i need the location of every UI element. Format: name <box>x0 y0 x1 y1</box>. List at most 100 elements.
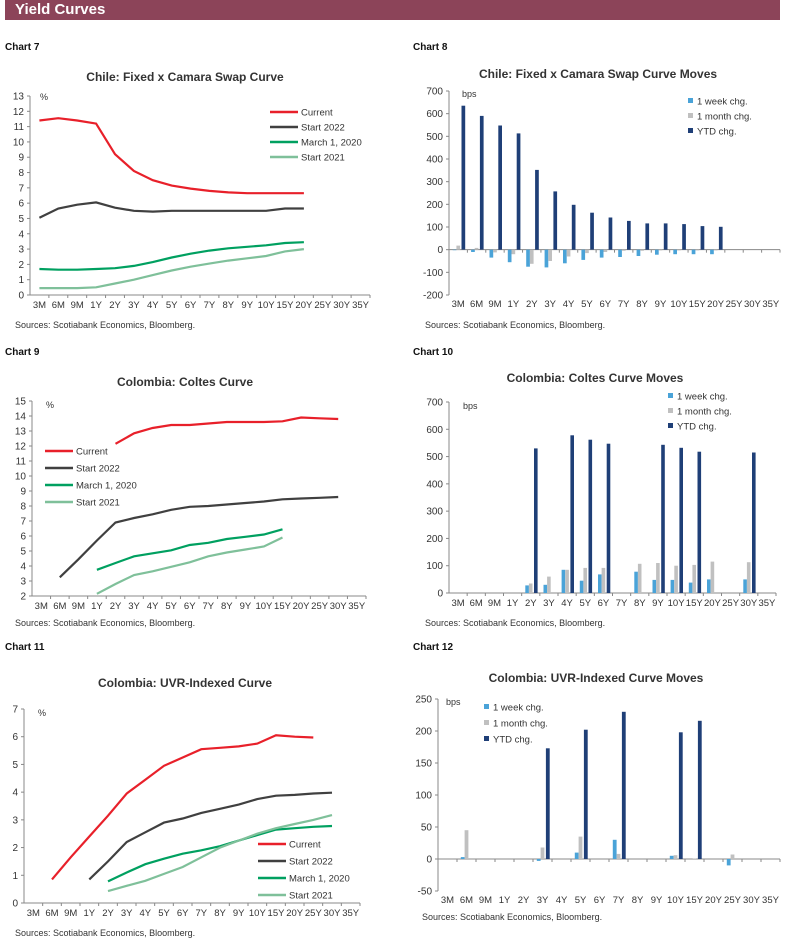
x-tick-label: 3Y <box>121 908 133 919</box>
y-tick-label: 15 <box>15 397 27 408</box>
legend-label: YTD chg. <box>697 127 737 138</box>
x-tick-label: 35Y <box>758 598 776 609</box>
legend-swatch <box>688 128 693 133</box>
x-tick-label: 8Y <box>632 895 644 906</box>
bar-0-2Y <box>526 249 530 267</box>
bar-1-6Y <box>603 249 608 252</box>
x-tick-label: 3Y <box>128 300 140 311</box>
y-tick-label: 5 <box>12 760 18 771</box>
x-tick-label: 1Y <box>90 300 102 311</box>
legend-swatch <box>688 98 693 103</box>
x-tick-label: 20Y <box>707 299 725 310</box>
chart-9-label: Chart 9 <box>5 347 40 358</box>
y-tick-label: 7 <box>12 705 18 716</box>
series-line-0 <box>51 734 314 881</box>
y-tick-label: 200 <box>426 534 443 545</box>
series-line-2 <box>39 241 304 271</box>
x-tick-label: 30Y <box>743 895 761 906</box>
y-tick-label: 12 <box>13 107 25 118</box>
bar-1-6M <box>464 830 469 859</box>
y-tick-label: 5 <box>20 547 26 558</box>
y-tick-label: 300 <box>426 177 443 188</box>
bar-0-4Y <box>561 569 566 593</box>
x-tick-label: 8Y <box>221 601 233 612</box>
legend-label: 1 week chg. <box>493 703 544 714</box>
bar-1-30Y <box>746 562 751 593</box>
x-tick-label: 30Y <box>333 300 351 311</box>
bar-1-20Y <box>713 249 718 251</box>
x-tick-label: 3Y <box>543 598 555 609</box>
bar-1-3Y <box>547 576 551 593</box>
bar-1-6Y <box>601 567 606 593</box>
y-tick-label: 6 <box>18 199 24 210</box>
x-tick-label: 7Y <box>613 895 625 906</box>
y-tick-label: 11 <box>16 457 27 468</box>
y-tick-label: 0 <box>12 899 18 910</box>
bar-1-3M <box>456 245 461 250</box>
x-tick-label: 20Y <box>705 895 723 906</box>
x-tick-label: 35Y <box>762 299 780 310</box>
bar-1-15Y <box>695 249 700 251</box>
bar-0-8Y <box>636 249 641 256</box>
bar-1-20Y <box>710 561 715 593</box>
bar-0-25Y <box>726 859 731 866</box>
bar-1-4Y <box>565 569 569 593</box>
y-tick-label: 9 <box>18 153 24 164</box>
bar-0-6Y <box>598 574 602 593</box>
x-tick-label: 3M <box>441 895 454 906</box>
x-tick-label: 35Y <box>348 601 366 612</box>
legend-swatch <box>668 393 673 398</box>
bar-2-2Y <box>534 448 538 593</box>
legend-label: 1 week chg. <box>677 392 728 403</box>
series-line-0 <box>114 416 339 445</box>
bar-2-15Y <box>700 226 705 250</box>
x-tick-label: 5Y <box>165 601 177 612</box>
bar-1-10Y <box>673 855 678 859</box>
x-tick-label: 2Y <box>109 300 121 311</box>
chart-title: Colombia: Coltes Curve <box>117 375 253 389</box>
chart-8-label: Chart 8 <box>413 42 448 53</box>
x-tick-label: 15Y <box>274 601 292 612</box>
x-tick-label: 3Y <box>544 299 556 310</box>
legend-label: Start 2021 <box>301 153 345 164</box>
series-line-1 <box>88 791 333 881</box>
y-tick-label: -100 <box>423 268 443 279</box>
bar-0-6Y <box>599 249 604 258</box>
x-tick-label: 20Y <box>295 300 313 311</box>
x-tick-label: 20Y <box>286 908 304 919</box>
bar-0-7Y <box>612 839 617 859</box>
y-tick-label: 50 <box>421 823 433 834</box>
x-tick-label: 5Y <box>579 598 591 609</box>
bar-2-10Y <box>679 447 683 593</box>
y-tick-label: 100 <box>426 223 443 234</box>
bar-0-5Y <box>579 580 584 593</box>
y-tick-label: 300 <box>426 507 443 518</box>
y-tick-label: 13 <box>15 427 27 438</box>
chart-12-label: Chart 12 <box>413 642 454 653</box>
x-tick-label: 35Y <box>352 300 370 311</box>
y-tick-label: 13 <box>13 92 25 103</box>
x-tick-label: 35Y <box>762 895 780 906</box>
x-tick-label: 10Y <box>255 601 273 612</box>
x-tick-label: 1Y <box>91 601 103 612</box>
bar-0-1Y <box>507 249 512 263</box>
legend-label: Start 2022 <box>289 857 333 868</box>
y-tick-label: 10 <box>13 137 25 148</box>
x-tick-label: 30Y <box>330 601 348 612</box>
bar-0-6M <box>460 857 465 859</box>
chart-source: Sources: Scotiabank Economics, Bloomberg… <box>15 618 195 628</box>
bar-1-10Y <box>674 565 678 593</box>
x-tick-label: 6M <box>470 598 483 609</box>
y-tick-label: 1 <box>18 275 24 286</box>
x-tick-label: 1Y <box>84 908 96 919</box>
x-tick-label: 10Y <box>249 908 267 919</box>
chart-title: Colombia: Coltes Curve Moves <box>507 371 684 385</box>
y-tick-label: 200 <box>426 200 443 211</box>
bar-1-5Y <box>585 249 589 254</box>
legend-label: Current <box>289 840 321 851</box>
legend-swatch <box>688 113 693 118</box>
y-tick-label: 12 <box>15 442 27 453</box>
x-tick-label: 8Y <box>636 299 648 310</box>
